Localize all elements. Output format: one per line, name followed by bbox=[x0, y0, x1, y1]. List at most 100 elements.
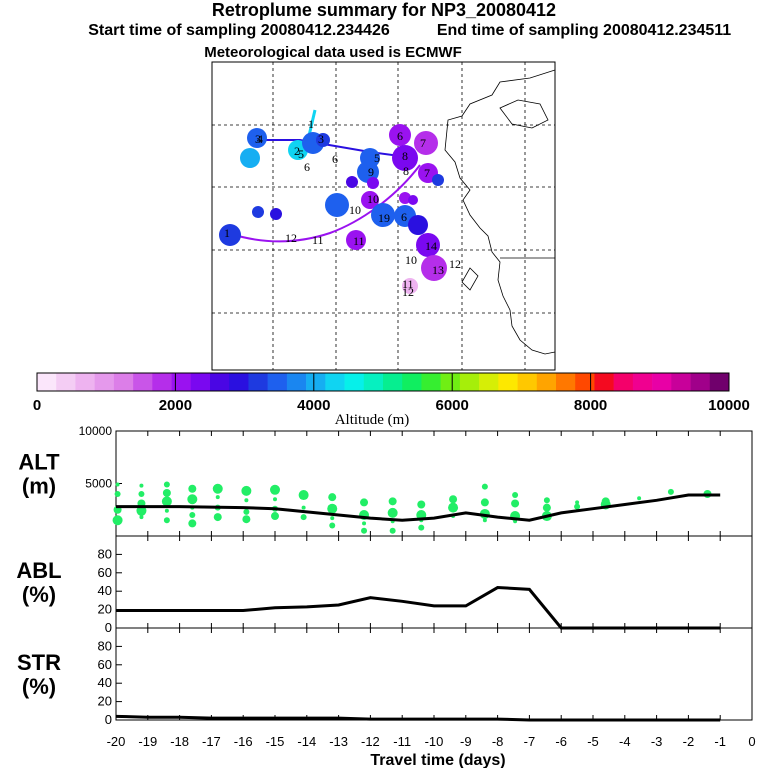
trajectory-marker bbox=[402, 278, 418, 294]
alt-scatter-point bbox=[637, 496, 642, 501]
colorbar-cell bbox=[325, 373, 345, 391]
x-tick-label: -16 bbox=[234, 734, 253, 749]
trajectory-label: 12 bbox=[285, 231, 297, 245]
trajectory-marker bbox=[408, 195, 418, 205]
colorbar-cell bbox=[113, 373, 134, 391]
x-tick-label: -9 bbox=[460, 734, 472, 749]
colorbar-cell bbox=[690, 373, 711, 391]
colorbar-cell bbox=[248, 373, 268, 391]
x-tick-label: -6 bbox=[555, 734, 567, 749]
alt-scatter-point bbox=[298, 490, 309, 501]
alt-scatter-point bbox=[449, 495, 458, 504]
alt-scatter-point bbox=[387, 507, 398, 518]
trajectory-marker bbox=[361, 191, 379, 209]
colorbar-cell bbox=[152, 373, 172, 391]
colorbar-cell bbox=[94, 373, 115, 391]
colorbar-cell bbox=[383, 373, 403, 391]
sampling-start-label: Start time of sampling 20080412.234426 bbox=[88, 22, 390, 39]
colorbar-cell bbox=[56, 373, 76, 391]
alt-scatter-point bbox=[575, 500, 580, 505]
x-tick-label: -20 bbox=[107, 734, 126, 749]
y-tick-label: 40 bbox=[98, 675, 112, 690]
trajectory-marker bbox=[247, 128, 267, 148]
x-tick-label: -11 bbox=[393, 734, 411, 749]
alt-scatter-point bbox=[511, 499, 520, 508]
trajectory-label: 1 bbox=[224, 226, 230, 240]
colorbar-cell bbox=[133, 373, 153, 391]
str-unit: (%) bbox=[22, 674, 56, 699]
trajectory-marker bbox=[421, 255, 447, 281]
trajectory-marker bbox=[414, 131, 438, 155]
alt-scatter-point bbox=[136, 505, 147, 516]
colorbar-cell bbox=[671, 373, 691, 391]
trajectory-label: 11 bbox=[353, 234, 365, 248]
alt-scatter-point bbox=[574, 503, 581, 510]
alt-scatter-point bbox=[273, 497, 277, 502]
alt-scatter-point bbox=[114, 491, 121, 497]
trajectory-label: 6 bbox=[401, 210, 407, 224]
x-tick-label: -18 bbox=[170, 734, 189, 749]
colorbar-cell bbox=[594, 373, 614, 391]
abl-line bbox=[116, 585, 721, 630]
abl-frame bbox=[115, 535, 753, 629]
trajectory-marker bbox=[346, 176, 358, 188]
trajectory-marker bbox=[367, 177, 379, 189]
sampling-end-label: End time of sampling 20080412.234511 bbox=[436, 22, 732, 39]
alt-scatter-point bbox=[187, 494, 198, 505]
colorbar-cell bbox=[190, 373, 211, 391]
trajectory-label: 14 bbox=[425, 239, 437, 253]
alt-scatter-point bbox=[115, 482, 120, 487]
met-data-label: Meteorological data used is ECMWF bbox=[204, 44, 462, 61]
trajectory-marker bbox=[371, 203, 395, 227]
colorbar-tick-label: 8000 bbox=[574, 397, 607, 414]
trajectory-label: 1 bbox=[308, 117, 314, 131]
trajectory-label: 10 bbox=[367, 192, 379, 206]
abl-unit: (%) bbox=[22, 582, 56, 607]
trajectory-label: 8 bbox=[402, 149, 408, 163]
trajectory-line bbox=[258, 139, 401, 157]
alt-scatter-point bbox=[242, 515, 251, 524]
alt-scatter-point bbox=[112, 515, 123, 526]
trajectory-label: 9 bbox=[368, 165, 374, 179]
colorbar-cell bbox=[75, 373, 95, 391]
alt-scatter-point bbox=[389, 527, 396, 534]
colorbar-tick-label: 4000 bbox=[297, 397, 330, 414]
trajectory-marker bbox=[346, 230, 366, 250]
colorbar-cell bbox=[709, 373, 730, 391]
trajectory-label: 6 bbox=[332, 152, 338, 166]
colorbar-title: Altitude (m) bbox=[335, 412, 410, 428]
colorbar-cell bbox=[498, 373, 518, 391]
alt-scatter-point bbox=[300, 514, 307, 521]
trajectory-marker bbox=[389, 124, 411, 146]
alt-scatter-point bbox=[482, 518, 487, 523]
x-tick-label: -13 bbox=[329, 734, 348, 749]
x-tick-label: -14 bbox=[297, 734, 316, 749]
alt-scatter-point bbox=[164, 508, 169, 513]
trajectory-label: 19 bbox=[378, 211, 390, 225]
trajectory-label: 8 bbox=[403, 164, 409, 178]
trajectory-line bbox=[227, 164, 421, 243]
colorbar-cell bbox=[632, 373, 653, 391]
trajectory-marker bbox=[399, 192, 411, 204]
colorbar-tick-label: 2000 bbox=[159, 397, 192, 414]
x-tick-label: -7 bbox=[524, 734, 536, 749]
alt-scatter-point bbox=[161, 496, 172, 507]
y-tick-label: 0 bbox=[105, 712, 112, 727]
x-tick-label: -15 bbox=[266, 734, 285, 749]
alt-scatter-point bbox=[138, 491, 145, 497]
alt-scatter-point bbox=[188, 519, 197, 528]
alt-scatter-point bbox=[139, 483, 144, 488]
colorbar-cell bbox=[440, 373, 461, 391]
alt-scatter-point bbox=[244, 498, 249, 503]
trajectory-label: 3 bbox=[255, 132, 261, 146]
str-frame bbox=[115, 627, 753, 721]
x-tick-label: -17 bbox=[202, 734, 221, 749]
colorbar-tick-label: 6000 bbox=[436, 397, 469, 414]
alt-scatter-point bbox=[388, 497, 397, 506]
trajectory-marker bbox=[240, 148, 260, 168]
colorbar-cell bbox=[556, 373, 576, 391]
alt-panel: 10000 5000 ALT(m) bbox=[18, 424, 753, 537]
colorbar-cell bbox=[363, 373, 384, 391]
